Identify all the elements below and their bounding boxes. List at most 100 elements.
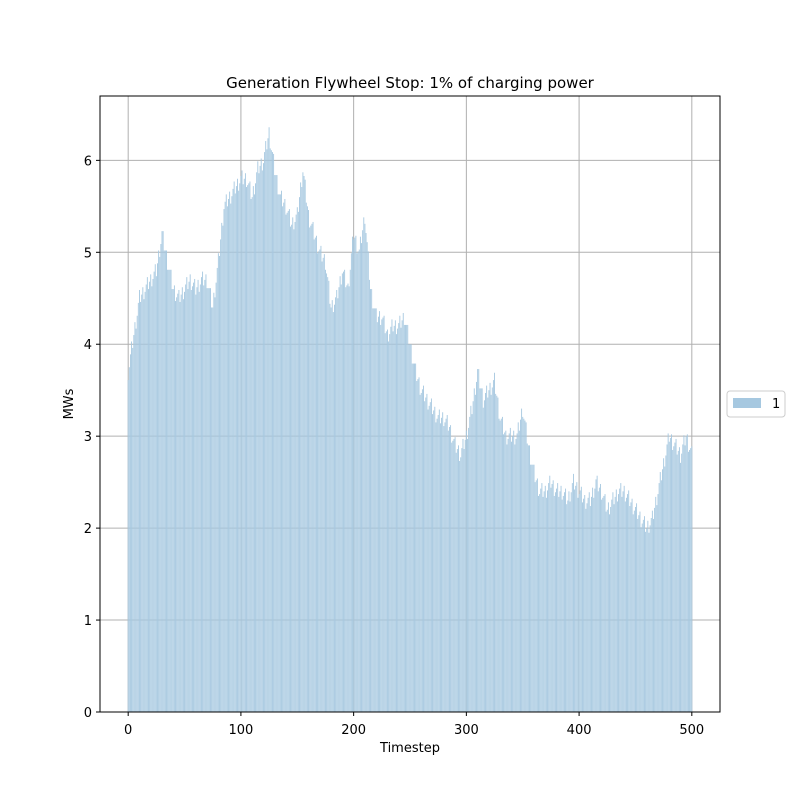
bar (657, 494, 659, 712)
bar (452, 440, 454, 712)
bar (487, 397, 489, 712)
bar (301, 187, 303, 712)
bar (288, 209, 290, 712)
bar (461, 448, 463, 712)
bar (681, 453, 683, 712)
bar (304, 179, 306, 713)
bar (238, 190, 240, 712)
bar (668, 441, 670, 712)
bar (387, 329, 388, 712)
bar (374, 308, 376, 712)
bar (297, 211, 299, 712)
bar (603, 495, 605, 712)
bar (168, 269, 170, 712)
bar (312, 221, 314, 712)
bar (163, 250, 165, 712)
bar (529, 445, 530, 712)
bar (639, 511, 641, 712)
bar (253, 194, 255, 712)
bar (516, 433, 518, 712)
bar (343, 271, 344, 712)
bar (558, 496, 560, 712)
bar (570, 492, 572, 712)
bar (311, 223, 313, 713)
bar (300, 182, 302, 713)
bar (609, 514, 610, 712)
bar (542, 496, 544, 712)
bar (233, 181, 235, 712)
bar (341, 273, 343, 712)
bar (650, 518, 652, 712)
y-axis-ticks: 0 1 2 3 4 5 6 (84, 154, 100, 721)
bar (131, 341, 133, 712)
bar (455, 452, 457, 712)
bar (246, 187, 247, 712)
x-tick-label: 100 (228, 723, 253, 738)
bar (498, 418, 500, 712)
bar (453, 438, 455, 712)
bar (569, 501, 571, 712)
bar (248, 183, 250, 713)
bar (258, 173, 260, 713)
bar (686, 434, 688, 712)
y-tick-label: 4 (84, 338, 92, 353)
bar (305, 202, 307, 712)
bar (636, 503, 638, 712)
bar (193, 282, 195, 712)
bar (356, 253, 358, 712)
bar (365, 232, 367, 713)
bar (133, 335, 135, 712)
bar (462, 438, 464, 712)
bar (655, 496, 657, 712)
bar (362, 230, 364, 713)
bar (653, 518, 654, 712)
bar (323, 254, 325, 712)
bar (596, 475, 598, 712)
bar (393, 325, 395, 712)
bar (443, 426, 445, 712)
bar (580, 486, 582, 712)
bar (340, 284, 342, 712)
bar (575, 485, 577, 712)
bar (220, 239, 222, 712)
bar (212, 307, 214, 712)
bar (320, 245, 322, 713)
bar (199, 284, 201, 712)
bar (607, 502, 609, 712)
bar (327, 277, 329, 712)
bar (427, 409, 429, 712)
bar (308, 210, 309, 712)
bar (345, 287, 347, 712)
bar (402, 312, 404, 712)
bar (372, 308, 374, 712)
bar (490, 394, 492, 712)
bar (458, 445, 459, 712)
bar (673, 446, 675, 712)
bar (488, 390, 490, 712)
bar (303, 175, 305, 713)
bar (159, 256, 161, 712)
bar (160, 244, 162, 712)
bar (649, 525, 651, 712)
bar (513, 430, 515, 712)
bar (468, 427, 470, 712)
bar (559, 491, 561, 712)
bar (229, 191, 231, 712)
bar (198, 291, 200, 712)
bar (637, 518, 639, 712)
bar (190, 289, 192, 712)
bar (667, 433, 669, 712)
bar (132, 347, 134, 712)
bar (545, 497, 547, 712)
bar (172, 289, 174, 712)
bar (397, 328, 399, 712)
bar (567, 500, 569, 712)
bar (433, 410, 435, 712)
bar (391, 319, 393, 712)
bar (531, 464, 533, 712)
bar (527, 445, 529, 712)
bar (501, 416, 503, 712)
bar (411, 363, 413, 712)
bar (309, 227, 311, 712)
bar (505, 430, 507, 712)
